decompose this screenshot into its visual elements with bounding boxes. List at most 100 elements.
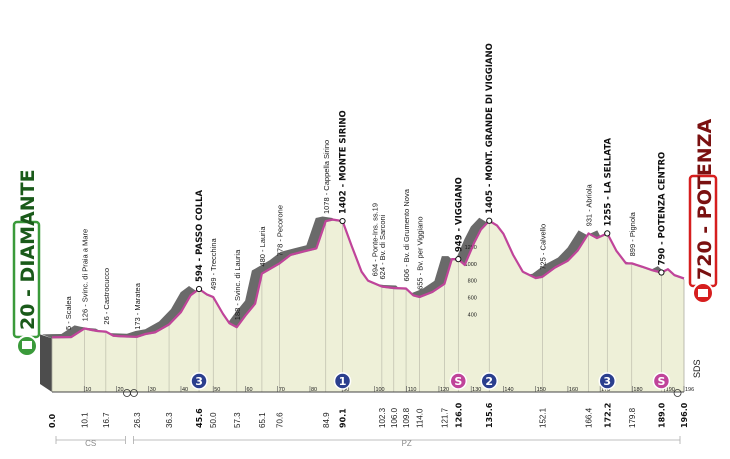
waypoint-label: 499 - Trecchina xyxy=(209,237,218,290)
kom-marker-icon xyxy=(190,372,208,390)
finish-sign: 720 - POTENZA xyxy=(688,119,718,304)
km-label: 189.0 xyxy=(657,402,666,428)
scale-tick-label: 170 xyxy=(601,387,610,393)
scale-tick-label: 30 xyxy=(150,387,156,393)
waypoint-label: 931 - Abriola xyxy=(585,183,594,226)
altitude-tick-label: 1000 xyxy=(465,262,477,268)
marker-category: S xyxy=(657,375,665,388)
scale-tick-label: 10 xyxy=(85,387,91,393)
waypoint-dot xyxy=(604,230,611,237)
waypoint-label: 126 - Svinc. di Praia a Mare xyxy=(81,229,90,322)
scale-tick-label: 40 xyxy=(182,387,188,393)
waypoint-label: 173 - Maratea xyxy=(133,282,142,330)
waypoint-label: 899 - Pignola xyxy=(628,211,637,256)
km-label: 135.6 xyxy=(485,402,494,428)
scale-tick-label: 100 xyxy=(375,387,384,393)
region-bar: CS PZ xyxy=(55,436,681,448)
waypoint-label: 1255 - LA SELLATA xyxy=(603,138,613,227)
scale-tick-label: 190 xyxy=(666,387,675,393)
km-label: 0.0 xyxy=(48,413,57,428)
scale-tick-label: 20 xyxy=(117,387,123,393)
km-label: 10.1 xyxy=(81,412,90,428)
waypoint-label: 778 - Pecorone xyxy=(276,205,285,256)
scale-tick-label: 150 xyxy=(537,387,546,393)
km-labels: 0.0 10.1 16.7 26.3 36.3 45.6 50.0 57.3 65.1 70.6 8… xyxy=(48,402,689,428)
altitude-scale: 1200 1000 800 600 400 xyxy=(465,245,477,318)
km-label: 36.3 xyxy=(165,412,174,428)
sds-label: SDS xyxy=(692,359,702,378)
kom-marker-icon xyxy=(480,372,498,390)
waypoint-dot xyxy=(195,285,203,293)
km-grid: 10 20 30 40 50 60 70 80 90 100 110 120 130 140 150 160 1… xyxy=(51,221,694,393)
km-label: 121.7 xyxy=(440,407,449,428)
finish-sign-label: 720 - POTENZA xyxy=(694,119,716,280)
rail-crossing-icon xyxy=(130,389,138,397)
marker-category: S xyxy=(454,375,462,388)
scale-tick-label: 180 xyxy=(633,387,642,393)
altitude-tick-label: 800 xyxy=(468,279,477,285)
km-label: 45.6 xyxy=(195,408,204,428)
km-label: 70.6 xyxy=(276,412,285,428)
start-sign: 20 - DIAMANTE xyxy=(12,169,41,357)
scale-tick-label: 140 xyxy=(504,387,513,393)
start-sign-label: 20 - DIAMANTE xyxy=(17,169,39,330)
km-label: 16.7 xyxy=(102,412,111,428)
sprint-marker-icon xyxy=(652,372,671,390)
waypoint-label: 5 - Scalea xyxy=(64,295,73,330)
waypoint-dot xyxy=(486,217,493,224)
scale-tick-label: 90 xyxy=(343,387,349,393)
scale-tick-label: 160 xyxy=(569,387,578,393)
scale-tick-label: 60 xyxy=(246,387,252,393)
waypoint-label: 725 - Calvello xyxy=(538,224,547,270)
km-label: 196.0 xyxy=(680,402,689,428)
km-label: 84.9 xyxy=(322,412,331,428)
waypoint-label: 1078 - Cappella Sirino xyxy=(322,140,331,214)
waypoint-labels: 5 - Scalea 126 - Svinc. di Praia a Mare 26… xyxy=(64,43,667,330)
waypoint-label: 606 - Bv. di Grumento Nova xyxy=(402,188,411,281)
scale-tick-label: 50 xyxy=(214,387,220,393)
waypoint-label: 949 - VIGGIANO xyxy=(454,177,464,252)
km-label: 65.1 xyxy=(258,412,267,428)
sprint-marker-icon xyxy=(449,372,468,390)
scale-tick-label: 196 xyxy=(685,387,694,393)
km-label: 102.3 xyxy=(378,407,387,428)
km-label: 106.0 xyxy=(390,407,399,428)
km-label: 114.0 xyxy=(416,408,425,428)
waypoint-label: 790 - POTENZA CENTRO xyxy=(657,152,667,266)
scale-tick-label: 70 xyxy=(279,387,285,393)
route-line xyxy=(51,218,685,339)
finish-km-icon xyxy=(673,389,682,397)
km-label: 126.0 xyxy=(454,402,463,428)
scale-tick-label: 80 xyxy=(311,387,317,393)
km-label: 166.4 xyxy=(585,407,594,428)
profile-fill xyxy=(51,220,685,393)
marker-category: 2 xyxy=(485,375,493,388)
region-label: PZ xyxy=(402,439,412,448)
scale-tick-label: 130 xyxy=(472,387,481,393)
waypoint-label: 594 - PASSO COLLA xyxy=(195,189,205,282)
km-label: 152.1 xyxy=(538,407,547,428)
kom-marker-icon xyxy=(333,372,352,390)
waypoint-dot xyxy=(658,269,665,276)
waypoint-dot xyxy=(339,217,346,225)
kom-marker-icon xyxy=(598,372,617,390)
waypoint-label: 1402 - MONTE SIRINO xyxy=(339,110,349,214)
profile-side xyxy=(40,334,52,392)
waypoint-label: 655 - Bv. per Viggiano xyxy=(416,216,425,290)
km-label: 57.3 xyxy=(233,412,242,428)
altitude-tick-label: 1200 xyxy=(465,245,477,251)
scale-tick-label: 110 xyxy=(408,387,417,393)
waypoint-dot xyxy=(455,256,462,263)
scale-tick-label: 120 xyxy=(440,387,449,393)
km-label: 179.8 xyxy=(628,407,637,428)
km-label: 50.0 xyxy=(209,412,218,428)
waypoint-label: 1405 - MONT. GRANDE DI VIGGIANO xyxy=(485,43,495,214)
waypoint-label: 694 - Ponte-Ins. ss.19 xyxy=(370,203,379,276)
waypoint-label: 480 - Lauria xyxy=(258,226,267,267)
km-label: 26.3 xyxy=(133,412,142,428)
altitude-tick-label: 600 xyxy=(468,296,477,302)
km-label: 109.8 xyxy=(402,407,411,428)
marker-category: 3 xyxy=(603,375,611,388)
waypoint-label: 624 - Bv. di Sarconi xyxy=(378,214,387,279)
